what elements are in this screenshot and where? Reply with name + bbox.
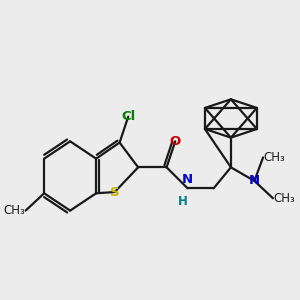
Text: S: S [110, 185, 119, 199]
Text: CH₃: CH₃ [263, 151, 285, 164]
Text: CH₃: CH₃ [4, 204, 26, 217]
Text: H: H [178, 194, 188, 208]
Text: N: N [249, 174, 260, 188]
Text: N: N [182, 173, 193, 186]
Text: CH₃: CH₃ [273, 192, 295, 205]
Text: Cl: Cl [121, 110, 135, 123]
Text: O: O [169, 135, 181, 148]
